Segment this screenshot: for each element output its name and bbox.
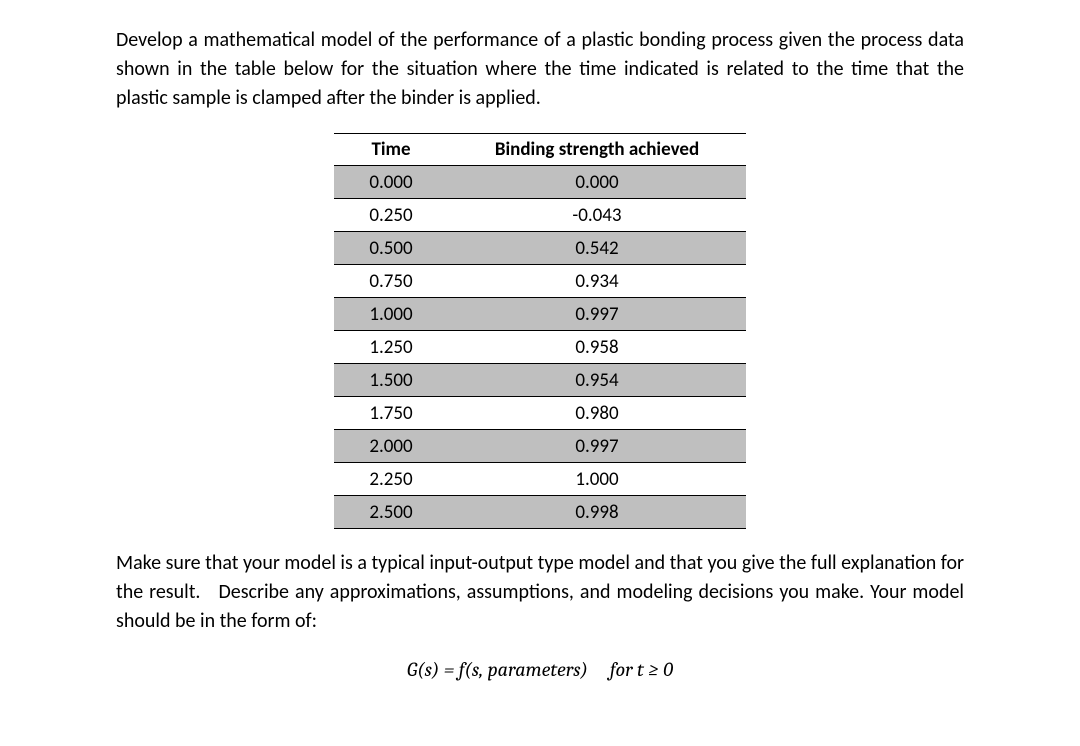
cell-value: 1.000 — [448, 463, 746, 496]
cell-time: 2.250 — [334, 463, 448, 496]
cell-time: 0.500 — [334, 232, 448, 265]
data-table: Time Binding strength achieved 0.0000.00… — [334, 133, 746, 529]
cell-time: 0.250 — [334, 199, 448, 232]
cell-time: 1.750 — [334, 397, 448, 430]
table-row: 1.7500.980 — [334, 397, 746, 430]
cell-time: 1.000 — [334, 298, 448, 331]
header-value: Binding strength achieved — [448, 134, 746, 166]
equation: G(s) = f(s, parameters) for t ≥ 0 — [116, 658, 964, 681]
cell-value: 0.998 — [448, 496, 746, 529]
equation-lhs: G(s) = f(s, parameters) — [407, 658, 588, 681]
table-body: 0.0000.0000.250-0.0430.5000.5420.7500.93… — [334, 166, 746, 529]
document-page: Develop a mathematical model of the perf… — [0, 0, 1080, 681]
table-row: 0.5000.542 — [334, 232, 746, 265]
table-row: 0.7500.934 — [334, 265, 746, 298]
table-row: 2.2501.000 — [334, 463, 746, 496]
header-time: Time — [334, 134, 448, 166]
table-row: 1.0000.997 — [334, 298, 746, 331]
outro-paragraph: Make sure that your model is a typical i… — [116, 549, 964, 636]
cell-value: 0.934 — [448, 265, 746, 298]
cell-value: 0.997 — [448, 298, 746, 331]
outro-text-2: Describe any approximations, assumptions… — [116, 580, 964, 633]
cell-time: 1.500 — [334, 364, 448, 397]
table-row: 1.2500.958 — [334, 331, 746, 364]
cell-time: 2.500 — [334, 496, 448, 529]
table-row: 0.250-0.043 — [334, 199, 746, 232]
cell-value: 0.980 — [448, 397, 746, 430]
cell-time: 0.750 — [334, 265, 448, 298]
table-row: 0.0000.000 — [334, 166, 746, 199]
table-row: 1.5000.954 — [334, 364, 746, 397]
table-row: 2.0000.997 — [334, 430, 746, 463]
cell-value: 0.542 — [448, 232, 746, 265]
cell-time: 0.000 — [334, 166, 448, 199]
cell-value: 0.954 — [448, 364, 746, 397]
table-row: 2.5000.998 — [334, 496, 746, 529]
table-container: Time Binding strength achieved 0.0000.00… — [116, 133, 964, 529]
cell-value: 0.958 — [448, 331, 746, 364]
cell-value: 0.000 — [448, 166, 746, 199]
cell-time: 2.000 — [334, 430, 448, 463]
cell-value: 0.997 — [448, 430, 746, 463]
equation-rhs: for t ≥ 0 — [610, 658, 673, 681]
table-header-row: Time Binding strength achieved — [334, 134, 746, 166]
cell-value: -0.043 — [448, 199, 746, 232]
cell-time: 1.250 — [334, 331, 448, 364]
intro-paragraph: Develop a mathematical model of the perf… — [116, 26, 964, 113]
